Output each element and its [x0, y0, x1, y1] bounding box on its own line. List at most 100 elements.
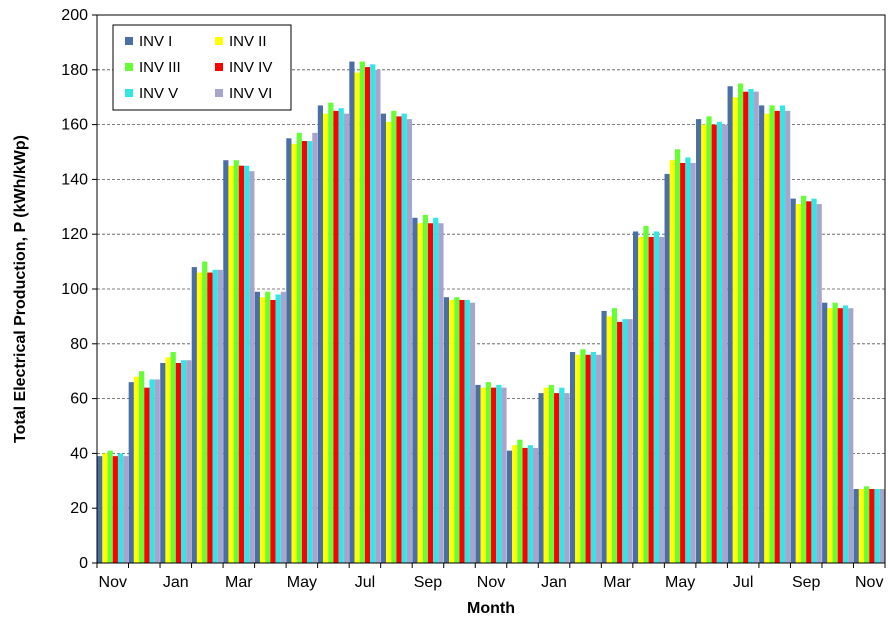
bar-inv-i: [633, 231, 639, 563]
bar-inv-ii: [259, 297, 266, 563]
y-tick-label: 180: [61, 62, 88, 79]
bar-inv-v: [212, 269, 218, 563]
bar-inv-iii: [611, 308, 618, 563]
bar-inv-v: [874, 489, 880, 563]
bar-inv-iv: [207, 272, 213, 563]
bar-inv-iii: [328, 102, 334, 564]
bar-inv-v: [748, 88, 754, 563]
x-tick-label: Mar: [225, 574, 253, 591]
bar-inv-iii: [170, 352, 176, 563]
bar-inv-v: [181, 360, 187, 563]
bar-inv-i: [822, 302, 828, 563]
bar-inv-i: [727, 86, 733, 564]
bar-inv-v: [590, 352, 596, 563]
bar-inv-iii: [485, 382, 491, 563]
bar-inv-vi: [312, 132, 318, 563]
bar-inv-iii: [107, 450, 113, 563]
bar-inv-v: [464, 299, 470, 563]
bar-inv-iv: [459, 299, 465, 563]
bar-inv-iv: [554, 393, 560, 563]
y-tick-label: 200: [61, 7, 88, 24]
bar-inv-i: [475, 384, 481, 563]
bar-inv-iii: [202, 261, 208, 563]
bar-inv-iv: [396, 116, 402, 563]
bar-inv-iv: [837, 308, 843, 563]
bar-inv-iii: [359, 61, 365, 564]
x-tick-label: May: [665, 574, 695, 591]
bar-inv-i: [569, 352, 576, 563]
y-tick-labels: 0 20 40 60 80 100 120 140 160 180 200: [61, 7, 88, 572]
bar-inv-vi: [785, 110, 791, 564]
bar-inv-i: [97, 456, 103, 563]
bar-inv-iv: [743, 91, 749, 563]
bar-inv-vi: [722, 124, 728, 563]
bar-inv-iii: [737, 83, 744, 563]
bar-inv-vi: [501, 387, 507, 563]
bar-inv-ii: [795, 204, 801, 563]
bar-inv-v: [716, 121, 723, 564]
bar-inv-ii: [701, 124, 707, 563]
bar-inv-iv: [112, 456, 118, 563]
y-tick-label: 140: [61, 171, 88, 188]
bar-inv-iv: [774, 110, 780, 564]
bar-inv-iii: [454, 297, 460, 563]
x-tick-label: Mar: [603, 574, 631, 591]
bar-inv-i: [286, 138, 292, 564]
bar-inv-iv: [270, 299, 276, 563]
bar-inv-vi: [816, 204, 822, 563]
bar-inv-ii: [575, 354, 581, 563]
bar-inv-ii: [449, 299, 455, 563]
bar-inv-v: [527, 445, 533, 563]
bar-inv-iv: [869, 489, 875, 563]
bar-inv-ii: [858, 489, 865, 563]
bar-inv-vi: [848, 308, 854, 563]
y-tick-label: 20: [70, 500, 88, 517]
y-tick-label: 80: [70, 336, 88, 353]
bar-inv-iv: [711, 124, 717, 563]
bar-inv-iv: [427, 223, 434, 564]
bar-inv-ii: [228, 165, 234, 563]
axes: [96, 14, 886, 564]
y-tick-label: 100: [61, 281, 88, 298]
legend-label: INV III: [139, 59, 181, 76]
x-tick-label: May: [287, 574, 317, 591]
bar-inv-vi: [280, 291, 286, 563]
bar-inv-iv: [522, 447, 528, 563]
bar-inv-iii: [422, 215, 428, 563]
legend-swatch: [125, 89, 133, 97]
bar-inv-iii: [265, 291, 271, 563]
bar-inv-i: [160, 362, 166, 563]
x-tick-label: Sep: [414, 574, 443, 591]
bar-inv-v: [117, 453, 124, 563]
bar-inv-vi: [217, 269, 223, 563]
bar-inv-ii: [323, 113, 329, 563]
bar-inv-i: [380, 113, 387, 563]
bar-inv-ii: [606, 316, 612, 563]
legend: INV I INV II INV III INV IV INV V INV VI: [112, 24, 292, 111]
bar-inv-ii: [827, 308, 833, 563]
legend-swatch: [215, 63, 223, 71]
bar-inv-ii: [165, 357, 171, 563]
bar-inv-i: [790, 198, 796, 563]
bar-inv-iii: [832, 302, 838, 563]
bar-inv-v: [244, 165, 250, 563]
bar-inv-ii: [638, 236, 644, 563]
y-tick-label: 40: [70, 445, 88, 462]
bar-inv-vi: [753, 91, 759, 563]
bar-inv-iii: [391, 110, 397, 564]
bar-inv-vi: [186, 360, 192, 563]
bar-inv-iv: [144, 387, 150, 563]
bar-inv-i: [223, 160, 229, 563]
legend-swatch: [215, 89, 223, 97]
bar-inv-i: [254, 291, 260, 563]
legend-swatch: [215, 37, 223, 45]
bar-inv-v: [779, 105, 786, 564]
bar-inv-i: [759, 105, 765, 564]
bar-inv-v: [653, 231, 659, 563]
bar-inv-ii: [732, 97, 738, 563]
bar-inv-ii: [669, 160, 675, 563]
bar-inv-i: [128, 382, 134, 563]
bar-inv-iii: [548, 384, 555, 563]
